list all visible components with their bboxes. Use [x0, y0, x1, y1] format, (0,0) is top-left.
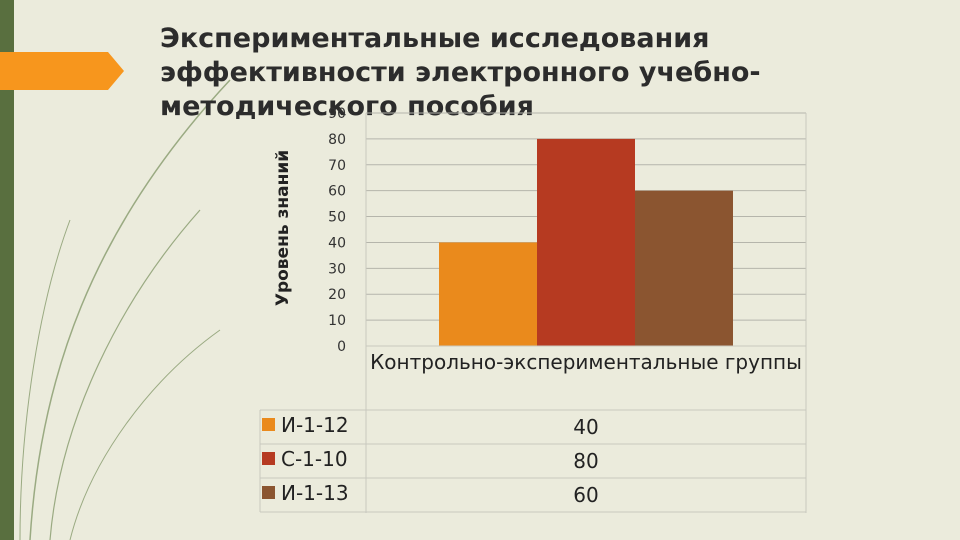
slide-title: Экспериментальные исследования эффективн… — [160, 23, 761, 122]
bar-1 — [439, 242, 537, 346]
table-value-3: 60 — [573, 483, 599, 507]
table-value-2: 80 — [573, 449, 599, 473]
y-tick-label: 40 — [328, 235, 346, 251]
category-label: Контрольно-экспериментальные группы — [370, 350, 802, 374]
y-tick-label: 10 — [328, 313, 346, 329]
legend-row-2: С-1-10 — [262, 444, 366, 474]
legend-swatch-3 — [262, 486, 275, 499]
y-tick-label: 80 — [328, 132, 346, 148]
y-tick-label: 90 — [328, 106, 346, 122]
legend-row-3: И-1-13 — [262, 478, 366, 508]
y-tick-label: 0 — [337, 339, 346, 355]
legend-row-1: И-1-12 — [262, 410, 366, 440]
table-value-1: 40 — [573, 415, 599, 439]
y-tick-label: 60 — [328, 184, 346, 200]
bar-2 — [537, 138, 635, 346]
y-tick-label: 70 — [328, 158, 346, 174]
legend-swatch-1 — [262, 418, 275, 431]
legend-swatch-2 — [262, 452, 275, 465]
bar-3 — [635, 190, 733, 346]
legend-label-2: С-1-10 — [281, 447, 348, 471]
y-tick-label: 20 — [328, 287, 346, 303]
left-accent-bar — [0, 0, 14, 540]
y-tick-label: 50 — [328, 210, 346, 226]
y-tick-label: 30 — [328, 261, 346, 277]
legend-label-1: И-1-12 — [281, 413, 349, 437]
legend-label-3: И-1-13 — [281, 481, 349, 505]
